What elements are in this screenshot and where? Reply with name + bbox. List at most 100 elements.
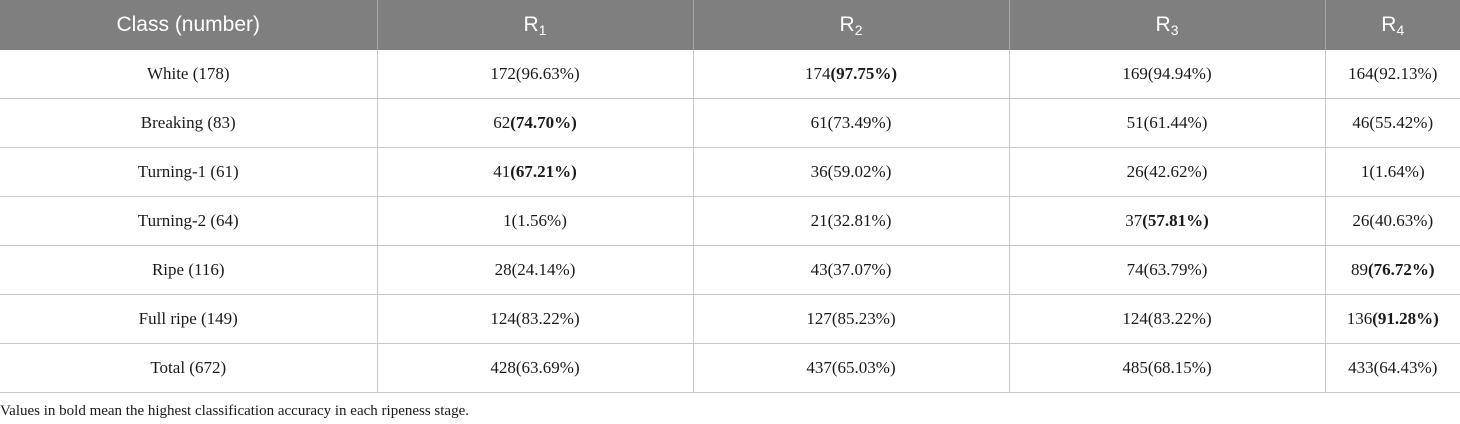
table-row: Turning-2 (64) 1(1.56%) 21(32.81%) 37(57.81…	[0, 196, 1460, 246]
cell-percent: (92.13%)	[1373, 64, 1438, 83]
cell-count: 433	[1348, 358, 1374, 377]
cell-count: 36	[810, 162, 828, 181]
result-cell-r4: 433(64.43%)	[1325, 343, 1460, 393]
row-class-label: White (178)	[0, 50, 378, 99]
row-class-label: Full ripe (149)	[0, 294, 378, 344]
cell-count: 28	[494, 260, 512, 279]
cell-percent-highest: (97.75%)	[830, 64, 898, 83]
cell-percent: (37.07%)	[827, 260, 892, 279]
result-cell-r2: 21(32.81%)	[693, 196, 1010, 246]
cell-percent: (64.43%)	[1373, 358, 1438, 377]
cell-count: 428	[490, 358, 516, 377]
result-cell-r4: 89(76.72%)	[1325, 245, 1460, 295]
result-cell-r1: 124(83.22%)	[377, 294, 694, 344]
cell-count: 61	[810, 113, 828, 132]
result-cell-r3: 74(63.79%)	[1009, 245, 1326, 295]
cell-count: 46	[1352, 113, 1370, 132]
cell-percent: (24.14%)	[511, 260, 576, 279]
cell-count: 89	[1350, 260, 1368, 279]
cell-percent: (1.64%)	[1369, 162, 1425, 181]
header-class-number: Class (number)	[0, 0, 378, 50]
result-cell-r1: 28(24.14%)	[377, 245, 694, 295]
classification-results-table: Class (number) R1 R2 R3 R4 White (178) 17…	[0, 0, 1460, 393]
result-cell-r1: 41(67.21%)	[377, 147, 694, 197]
header-r2: R2	[693, 0, 1010, 50]
cell-percent: (42.62%)	[1143, 162, 1208, 181]
result-cell-r3: 485(68.15%)	[1009, 343, 1326, 393]
cell-count: 124	[1122, 309, 1148, 328]
result-cell-r4: 164(92.13%)	[1325, 50, 1460, 99]
cell-percent-highest: (76.72%)	[1367, 260, 1435, 279]
row-class-label: Ripe (116)	[0, 245, 378, 295]
header-r1: R1	[377, 0, 694, 50]
header-r4: R4	[1325, 0, 1460, 50]
result-cell-r4: 136(91.28%)	[1325, 294, 1460, 344]
header-label: R	[1155, 12, 1171, 36]
cell-percent: (73.49%)	[827, 113, 892, 132]
cell-count: 26	[1352, 211, 1370, 230]
cell-percent: (83.22%)	[1147, 309, 1212, 328]
header-label: R	[839, 12, 855, 36]
cell-percent: (68.15%)	[1147, 358, 1212, 377]
cell-percent: (85.23%)	[831, 309, 896, 328]
result-cell-r4: 1(1.64%)	[1325, 147, 1460, 197]
cell-count: 1	[1360, 162, 1370, 181]
result-cell-r2: 61(73.49%)	[693, 98, 1010, 148]
cell-count: 41	[493, 162, 511, 181]
cell-percent: (59.02%)	[827, 162, 892, 181]
result-cell-r2: 174(97.75%)	[693, 50, 1010, 99]
result-cell-r2: 43(37.07%)	[693, 245, 1010, 295]
cell-count: 74	[1126, 260, 1144, 279]
header-subscript: 3	[1170, 21, 1179, 38]
row-class-label: Turning-2 (64)	[0, 196, 378, 246]
result-cell-r1: 1(1.56%)	[377, 196, 694, 246]
cell-count: 1	[503, 211, 512, 230]
result-cell-r2: 36(59.02%)	[693, 147, 1010, 197]
result-cell-r3: 169(94.94%)	[1009, 50, 1326, 99]
table-row: Breaking (83) 62(74.70%) 61(73.49%) 51(61.4…	[0, 98, 1460, 148]
result-cell-r1: 172(96.63%)	[377, 50, 694, 99]
result-cell-r4: 26(40.63%)	[1325, 196, 1460, 246]
cell-count: 37	[1125, 211, 1143, 230]
header-label: R	[523, 12, 539, 36]
table-row: Turning-1 (61) 41(67.21%) 36(59.02%) 26(42.…	[0, 147, 1460, 197]
cell-percent: (63.69%)	[515, 358, 580, 377]
result-cell-r2: 127(85.23%)	[693, 294, 1010, 344]
cell-count: 437	[806, 358, 832, 377]
cell-percent: (61.44%)	[1143, 113, 1208, 132]
cell-count: 43	[810, 260, 828, 279]
result-cell-r3: 51(61.44%)	[1009, 98, 1326, 148]
cell-percent: (83.22%)	[515, 309, 580, 328]
header-label: Class (number)	[116, 13, 261, 36]
cell-percent-highest: (57.81%)	[1142, 211, 1209, 230]
result-cell-r1: 62(74.70%)	[377, 98, 694, 148]
header-r3: R3	[1009, 0, 1326, 50]
cell-percent-highest: (67.21%)	[510, 162, 577, 181]
cell-percent-highest: (74.70%)	[510, 113, 577, 132]
cell-count: 169	[1122, 64, 1148, 83]
table-row: Ripe (116) 28(24.14%) 43(37.07%) 74(63.79%)…	[0, 245, 1460, 295]
cell-percent: (40.63%)	[1369, 211, 1434, 230]
result-cell-r4: 46(55.42%)	[1325, 98, 1460, 148]
cell-count: 124	[490, 309, 516, 328]
cell-percent: (1.56%)	[511, 211, 567, 230]
cell-percent: (55.42%)	[1369, 113, 1434, 132]
cell-percent: (94.94%)	[1147, 64, 1212, 83]
row-class-label: Total (672)	[0, 343, 378, 393]
result-cell-r2: 437(65.03%)	[693, 343, 1010, 393]
cell-count: 51	[1126, 113, 1144, 132]
table-footnote: Values in bold mean the highest classifi…	[0, 403, 469, 419]
header-label: R	[1381, 12, 1397, 36]
table-row: White (178) 172(96.63%) 174(97.75%) 169(94.…	[0, 50, 1460, 99]
result-cell-r3: 26(42.62%)	[1009, 147, 1326, 197]
cell-count: 127	[806, 309, 832, 328]
table-body: White (178) 172(96.63%) 174(97.75%) 169(94.…	[0, 50, 1460, 393]
cell-count: 164	[1348, 64, 1374, 83]
cell-count: 174	[804, 64, 831, 83]
cell-percent: (32.81%)	[827, 211, 892, 230]
header-row: Class (number) R1 R2 R3 R4	[0, 0, 1460, 50]
result-cell-r3: 124(83.22%)	[1009, 294, 1326, 344]
cell-count: 21	[810, 211, 828, 230]
cell-count: 136	[1346, 309, 1373, 328]
cell-percent: (65.03%)	[831, 358, 896, 377]
